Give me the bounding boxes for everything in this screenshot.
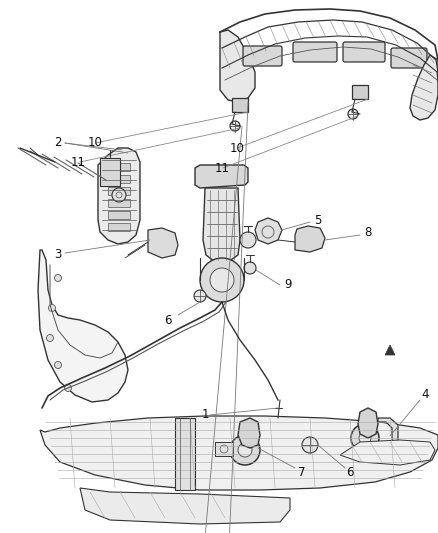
Text: 6: 6 — [164, 313, 172, 327]
Text: 10: 10 — [88, 136, 102, 149]
Polygon shape — [195, 165, 248, 188]
Circle shape — [210, 268, 234, 292]
Text: 9: 9 — [284, 279, 292, 292]
Polygon shape — [38, 250, 128, 402]
Circle shape — [238, 443, 252, 457]
Circle shape — [194, 290, 206, 302]
Circle shape — [230, 121, 240, 131]
Circle shape — [244, 262, 256, 274]
Circle shape — [54, 274, 61, 281]
Text: 3: 3 — [54, 248, 62, 262]
Bar — [352, 85, 368, 99]
Text: 7: 7 — [298, 465, 306, 479]
Polygon shape — [410, 55, 438, 120]
Polygon shape — [98, 148, 140, 244]
Bar — [108, 163, 130, 171]
Circle shape — [348, 109, 358, 119]
Circle shape — [46, 335, 53, 342]
Polygon shape — [255, 218, 282, 244]
Bar — [215, 442, 233, 456]
Circle shape — [302, 437, 318, 453]
Text: 6: 6 — [346, 465, 354, 479]
Bar — [108, 211, 130, 219]
FancyBboxPatch shape — [243, 46, 282, 66]
Text: 1: 1 — [201, 408, 209, 422]
Polygon shape — [378, 418, 398, 452]
Circle shape — [359, 432, 371, 444]
Polygon shape — [40, 416, 438, 490]
Text: 5: 5 — [314, 214, 321, 227]
Text: 4: 4 — [421, 389, 429, 401]
Circle shape — [351, 424, 379, 452]
Polygon shape — [203, 188, 240, 262]
Circle shape — [64, 384, 71, 392]
Circle shape — [200, 258, 244, 302]
Text: 2: 2 — [54, 136, 62, 149]
Polygon shape — [238, 418, 260, 448]
Bar — [232, 98, 248, 112]
FancyBboxPatch shape — [343, 42, 385, 62]
Polygon shape — [175, 418, 195, 490]
Polygon shape — [295, 226, 325, 252]
Circle shape — [112, 188, 126, 202]
Polygon shape — [148, 228, 178, 258]
Circle shape — [54, 361, 61, 368]
FancyBboxPatch shape — [391, 48, 427, 68]
Bar — [108, 175, 130, 183]
Circle shape — [240, 232, 256, 248]
Bar — [108, 199, 130, 207]
Bar — [108, 187, 130, 195]
Circle shape — [49, 304, 56, 311]
Text: 10: 10 — [230, 141, 244, 155]
Text: 8: 8 — [364, 227, 372, 239]
Polygon shape — [340, 440, 435, 465]
Text: 11: 11 — [215, 161, 230, 174]
Bar — [108, 223, 130, 231]
Polygon shape — [80, 488, 290, 524]
FancyBboxPatch shape — [293, 42, 337, 62]
Bar — [100, 158, 120, 186]
Circle shape — [230, 435, 260, 465]
Polygon shape — [385, 345, 395, 355]
Polygon shape — [220, 30, 255, 102]
Text: 11: 11 — [71, 156, 85, 168]
Polygon shape — [358, 408, 378, 438]
